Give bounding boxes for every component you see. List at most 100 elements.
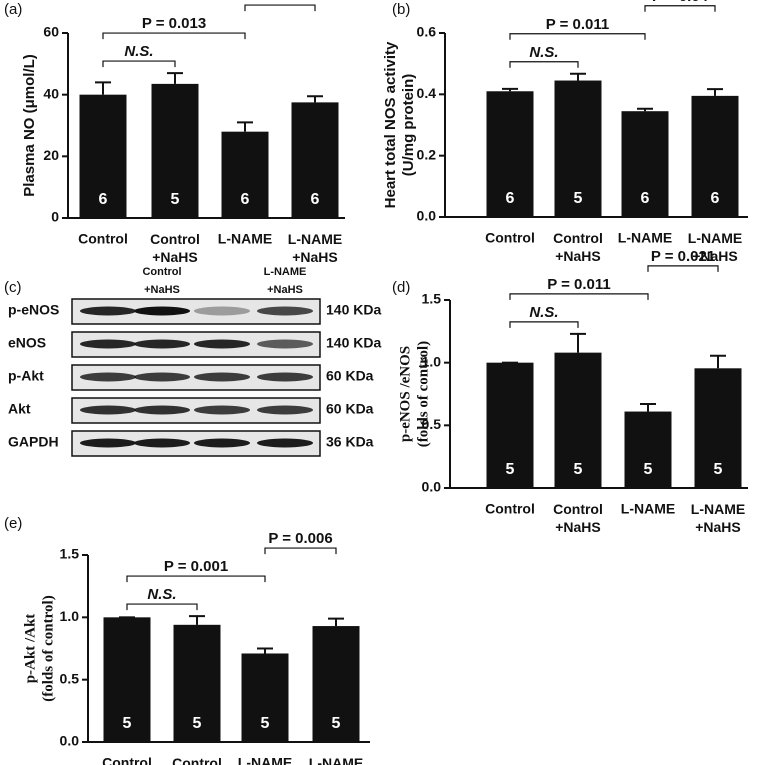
row-label: p-eNOS xyxy=(8,302,59,318)
size-label: 60 KDa xyxy=(326,368,374,384)
x-tick-label: Control+NaHS xyxy=(150,231,200,265)
x-tick-label: L-NAME+NaHS xyxy=(691,501,745,535)
n-label: 6 xyxy=(99,191,108,208)
bar xyxy=(312,626,360,742)
y-tick-label: 0.6 xyxy=(417,24,437,40)
error-bar xyxy=(307,95,323,103)
bar xyxy=(241,653,289,742)
n-label: 5 xyxy=(171,191,180,208)
x-tick-label: Control xyxy=(485,501,535,517)
x-tick-label: Control xyxy=(485,230,535,246)
n-label: 5 xyxy=(123,715,132,732)
bar xyxy=(691,95,739,217)
bar xyxy=(173,624,221,742)
band xyxy=(257,372,313,382)
bar xyxy=(103,617,151,742)
lane-label: L-NAME +NaHS xyxy=(264,266,307,296)
band xyxy=(194,405,250,415)
n-label: 6 xyxy=(641,190,650,207)
bracket xyxy=(509,33,646,40)
comparison-label: P = 0.04 xyxy=(652,0,709,5)
n-label: 5 xyxy=(193,715,202,732)
x-tick-label: Control+NaHS xyxy=(553,230,603,264)
y-tick-label: 0.0 xyxy=(60,733,80,749)
band xyxy=(80,306,136,316)
comparison-label: N.S. xyxy=(147,586,176,603)
n-label: 6 xyxy=(241,191,250,208)
x-tick-label: L-NAME+NaHS xyxy=(288,231,342,265)
band xyxy=(134,372,190,382)
band xyxy=(257,306,313,316)
x-tick-label: Control+NaHS xyxy=(172,755,222,765)
panel-label: (d) xyxy=(392,279,410,296)
n-label: 5 xyxy=(644,461,653,478)
error-bar xyxy=(502,87,518,92)
x-tick-label: L-NAME xyxy=(618,230,672,246)
row-label: Akt xyxy=(8,401,31,417)
band xyxy=(80,438,136,448)
error-bar xyxy=(237,121,253,132)
bracket xyxy=(647,265,719,272)
bar xyxy=(221,131,269,218)
error-bar xyxy=(710,354,726,369)
bracket xyxy=(509,321,579,328)
bar xyxy=(624,411,672,488)
bar xyxy=(486,91,534,217)
row-label: GAPDH xyxy=(8,434,59,450)
error-bar xyxy=(167,72,183,84)
y-tick-label: 0.5 xyxy=(60,670,80,686)
bar xyxy=(486,362,534,488)
n-label: 5 xyxy=(714,461,723,478)
error-bar xyxy=(637,107,653,112)
y-tick-label: 40 xyxy=(43,85,59,101)
band xyxy=(134,339,190,349)
y-tick-label: 0.4 xyxy=(417,85,437,101)
band xyxy=(80,405,136,415)
bar xyxy=(291,102,339,218)
error-bar xyxy=(328,617,344,627)
size-label: 60 KDa xyxy=(326,401,374,417)
band xyxy=(194,438,250,448)
panel-label: (a) xyxy=(4,1,22,18)
comparison-label: P = 0.043 xyxy=(248,0,312,4)
band xyxy=(134,438,190,448)
size-label: 140 KDa xyxy=(326,335,381,351)
comparison-label: P = 0.013 xyxy=(142,15,206,32)
band xyxy=(257,405,313,415)
x-tick-label: L-NAME+NaHS xyxy=(688,230,742,264)
comparison-label: P = 0.011 xyxy=(547,276,611,293)
y-axis-label: Plasma NO (μmol/L) xyxy=(21,54,38,197)
n-label: 6 xyxy=(506,190,515,207)
y-tick-label: 0 xyxy=(51,209,59,225)
n-label: 5 xyxy=(574,190,583,207)
x-tick-label: L-NAME xyxy=(238,755,292,765)
bracket xyxy=(126,575,266,583)
error-bar xyxy=(640,403,656,412)
bracket xyxy=(264,547,337,555)
y-tick-label: 1.5 xyxy=(60,546,80,562)
y-axis-label: p-eNOS /eNOS xyxy=(397,346,413,442)
band xyxy=(80,339,136,349)
y-tick-label: 0.0 xyxy=(417,208,437,224)
y-tick-label: 0.0 xyxy=(422,479,442,495)
panel-label: (c) xyxy=(4,279,22,296)
bracket xyxy=(126,603,198,611)
bracket xyxy=(509,61,579,68)
bar xyxy=(554,352,602,488)
y-tick-label: 0.5 xyxy=(422,416,442,432)
error-bar xyxy=(570,72,586,81)
n-label: 5 xyxy=(574,461,583,478)
band xyxy=(257,438,313,448)
bracket xyxy=(509,293,649,300)
error-bar xyxy=(707,88,723,96)
comparison-label: N.S. xyxy=(529,304,558,321)
error-bar xyxy=(257,647,273,654)
bar xyxy=(694,368,742,488)
y-tick-label: 0.2 xyxy=(417,146,437,162)
comparison-label: P = 0.021 xyxy=(651,248,715,265)
comparison-label: N.S. xyxy=(124,43,153,60)
band xyxy=(194,372,250,382)
x-tick-label: L-NAME xyxy=(218,231,272,247)
x-tick-label: L-NAME xyxy=(621,501,675,517)
